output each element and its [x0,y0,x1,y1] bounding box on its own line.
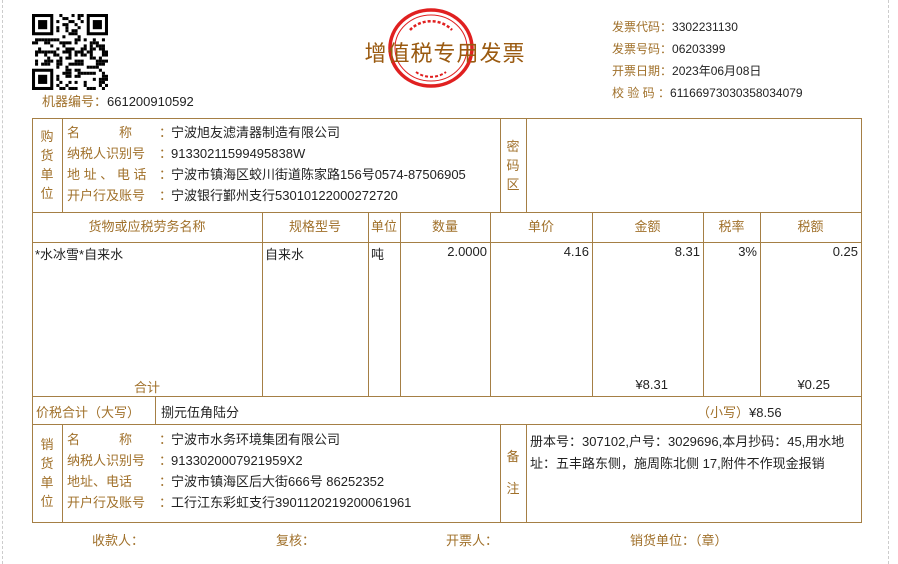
divider [155,396,156,424]
qr-code [32,14,108,90]
col-spec: 规格型号 [288,219,341,234]
divider [62,118,63,212]
remarks-text: 册本号：307102,户号：3029696,本月抄码：45,用水地址：五丰路东侧… [530,434,845,471]
col-qty: 数量 [431,219,458,234]
buyer-section-label: 购货单位 [40,129,54,201]
cipher-area-label: 密码区 [506,138,520,192]
col-name: 货物或应税劳务名称 [88,219,206,234]
divider [62,424,63,522]
seller-section-label: 销货单位 [40,437,54,509]
right-dashed-edge [888,0,889,564]
item-tax: 0.25 [832,244,858,259]
total-in-words: 捌元伍角陆分 [161,405,240,420]
divider [526,424,527,522]
col-price: 单价 [527,219,554,234]
seller-seal-label: 销货单位：（章） [630,533,728,548]
divider [32,396,862,397]
issue-date-value: 2023年06月08日 [672,64,762,78]
issue-date-label: 开票日期： [612,64,673,78]
issue-date: 开票日期：2023年06月08日 [612,62,803,84]
divider [526,118,527,212]
check-code-value: 61166973030358034079 [670,86,803,100]
check-code: 校 验 码 ：61166973030358034079 [612,84,803,106]
divider [32,242,862,243]
machine-number-value: 661200910592 [107,94,194,109]
left-dashed-edge [2,0,3,564]
item-price: 4.16 [563,244,589,259]
invoice-code: 发票代码：3302231130 [612,18,803,40]
remarks-label: 备注 [506,449,520,496]
buyer-info: 名 称：宁波旭友滤清器制造有限公司 纳税人识别号 ：913302115994958… [67,122,498,206]
invoice-frame [32,118,862,523]
seller-name: 名 称：宁波市水务环境集团有限公司 [67,432,341,447]
col-unit: 单位 [370,219,397,234]
buyer-bank-account: 开户行及账号 ：宁波银行鄞州支行53010122000272720 [67,188,398,203]
buyer-address-phone: 地 址 、 电 话：宁波市镇海区蛟川街道陈家路156号0574-87506905 [67,167,466,182]
seller-info: 名 称：宁波市水务环境集团有限公司 纳税人识别号 ：913302000792195… [67,429,498,513]
payee-label: 收款人： [92,533,145,548]
item-unit: 吨 [371,247,385,262]
invoice-number-label: 发票号码： [612,42,673,56]
invoice-code-label: 发票代码： [612,20,673,34]
divider [500,424,501,522]
item-name: *水冰雪*自来水 [35,247,124,262]
divider [400,212,401,396]
invoice-meta: 发票代码：3302231130 发票号码：06203399 开票日期：2023年… [612,18,803,106]
invoice-code-value: 3302231130 [672,20,738,34]
item-amount: 8.31 [674,244,700,259]
invoice-number: 发票号码：06203399 [612,40,803,62]
seller-tax-id: 纳税人识别号 ：9133020007921959X2 [67,453,303,468]
col-amount: 金额 [634,219,661,234]
item-spec: 自来水 [265,247,305,262]
machine-number: 机器编号：661200910592 [42,91,194,110]
divider [32,424,862,425]
divider [368,212,369,396]
item-qty: 2.0000 [447,244,487,259]
total-small: （小写）¥8.56 [697,405,782,420]
divider [490,212,491,396]
buyer-tax-id: 纳税人识别号 ：91330211599495838W [67,146,306,161]
seller-address-phone: 地址、电话 ：宁波市镇海区后大街666号 86252352 [67,474,385,489]
subtotal-amount: ¥8.31 [635,377,668,392]
divider [32,212,862,213]
divider [262,212,263,396]
divider [500,118,501,212]
drawer-label: 开票人： [446,533,499,548]
col-tax: 税额 [797,219,824,234]
invoice-title: 增值税专用发票 [364,41,526,66]
subtotal-label: 合计 [133,380,160,395]
buyer-name: 名 称：宁波旭友滤清器制造有限公司 [67,125,341,140]
divider [760,212,761,396]
official-seal [388,8,474,88]
invoice-number-value: 06203399 [672,42,726,56]
divider [592,212,593,396]
seller-bank-account: 开户行及账号 ：工行江东彩虹支行3901120219200061961 [67,495,412,510]
col-rate: 税率 [718,219,745,234]
machine-number-label: 机器编号： [42,94,108,109]
item-rate: 3% [738,244,757,259]
subtotal-tax: ¥0.25 [797,377,830,392]
reviewer-label: 复核： [276,533,316,548]
total-label: 价税合计（大写） [36,405,141,420]
divider [703,212,704,396]
check-code-label: 校 验 码 ： [612,86,671,100]
